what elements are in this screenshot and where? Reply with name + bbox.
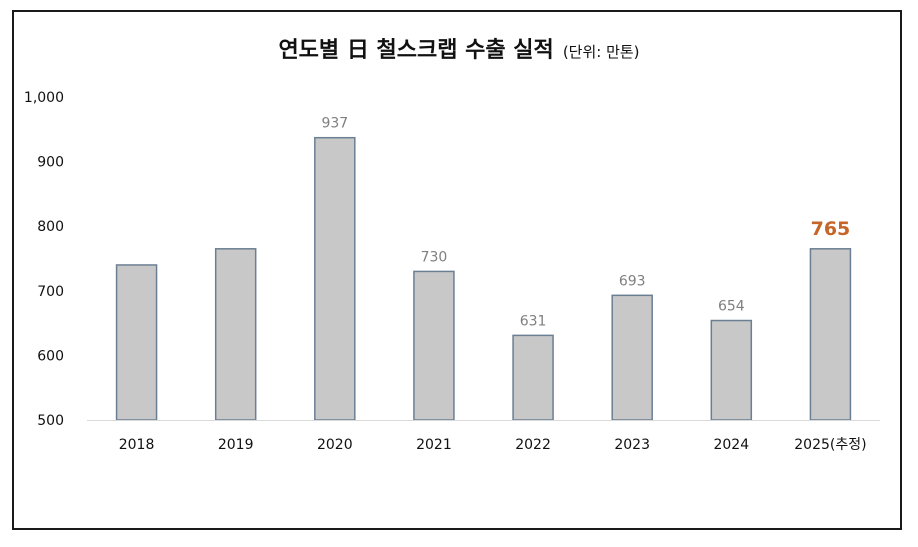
bar [512,334,554,421]
y-axis: 500 600 700 800 900 1,000 [24,90,64,429]
bar [115,264,158,421]
bar [314,136,356,421]
bar [809,248,852,421]
data-label: 693 [619,273,646,289]
chart-frame [12,10,902,530]
data-label: 937 [321,116,348,132]
x-axis-labels: 2018 2019 2020 2021 2022 2023 2024 2025(추정) [119,437,867,453]
x-tick-label: 2025(추정) [794,437,866,453]
x-tick-label: 2019 [218,437,254,453]
highlight-data-label: 765 [811,218,851,240]
y-tick-label: 1,000 [24,90,64,106]
x-tick-label: 2022 [515,437,551,453]
bar [214,248,257,421]
y-tick-label: 700 [37,284,64,300]
y-tick-label: 500 [37,413,64,429]
x-tick-label: 2024 [713,437,749,453]
data-label: 654 [718,299,745,315]
data-label: 730 [421,249,448,265]
data-label: 631 [520,313,547,329]
y-tick-label: 600 [37,348,64,364]
x-tick-label: 2018 [119,437,155,453]
chart-title: 연도별 日 철스크랩 수출 실적 [278,38,554,63]
x-tick-label: 2020 [317,437,353,453]
bar [611,294,653,421]
bar [413,270,455,421]
chart-unit-note: (단위: 만톤) [562,43,640,61]
x-tick-label: 2021 [416,437,452,453]
x-tick-label: 2023 [614,437,650,453]
bars-group [115,136,852,421]
y-tick-label: 900 [37,155,64,171]
bar [710,319,753,421]
data-labels: 937 730 631 693 654 765 [321,116,850,330]
chart-title-block: 연도별 日 철스크랩 수출 실적 (단위: 만톤) [0,32,918,64]
y-tick-label: 800 [37,219,64,235]
